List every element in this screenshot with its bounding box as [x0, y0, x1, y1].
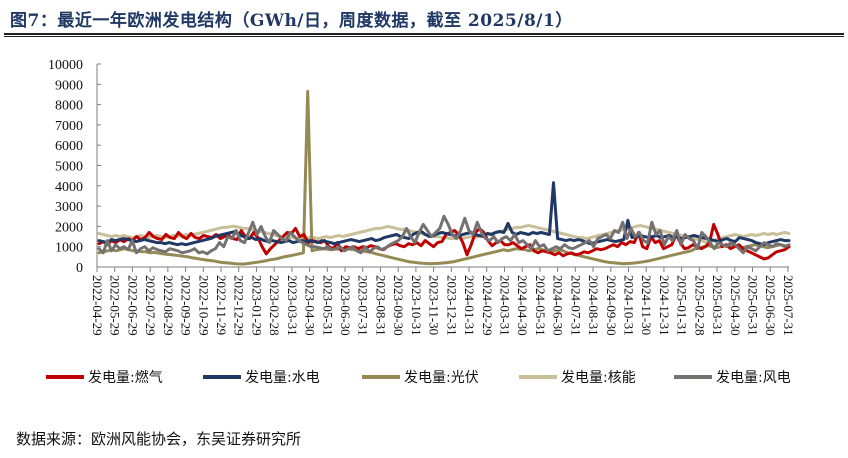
x-tick-label: 2024-02-29 — [480, 275, 495, 336]
y-tick-label: 8000 — [55, 99, 83, 114]
legend: 发电量:燃气 发电量:水电 发电量:光伏 发电量:核能 发电量:风电 — [0, 366, 848, 388]
legend-swatch-gas — [46, 375, 84, 379]
legend-label: 发电量:风电 — [716, 370, 791, 386]
title-divider-thin — [4, 36, 844, 37]
x-tick-label: 2024-09-30 — [604, 275, 619, 336]
x-tick-label: 2023-03-31 — [285, 275, 300, 336]
y-tick-label: 1000 — [55, 241, 83, 256]
legend-item-gas: 发电量:燃气 — [46, 366, 163, 388]
x-tick-label: 2023-01-29 — [249, 275, 264, 336]
legend-item-nuclear: 发电量:核能 — [519, 366, 636, 388]
legend-label: 发电量:水电 — [245, 370, 320, 386]
x-tick-label: 2022-07-29 — [143, 275, 158, 336]
x-tick-label: 2022-12-29 — [232, 275, 247, 336]
x-tick-label: 2025-04-30 — [728, 275, 743, 336]
legend-item-wind: 发电量:风电 — [674, 366, 791, 388]
x-tick-label: 2023-12-31 — [444, 275, 459, 336]
x-tick-label: 2025-06-30 — [763, 275, 778, 336]
x-tick-label: 2023-06-30 — [338, 275, 353, 336]
legend-item-hydro: 发电量:水电 — [203, 366, 320, 388]
x-tick-label: 2023-08-31 — [373, 275, 388, 336]
x-tick-label: 2022-05-29 — [108, 275, 123, 336]
series-lines — [97, 89, 791, 266]
x-tick-label: 2022-06-29 — [125, 275, 140, 336]
x-tick-label: 2024-01-31 — [462, 275, 477, 336]
x-tick-label: 2024-05-31 — [533, 275, 548, 336]
x-tick-label: 2022-10-29 — [196, 275, 211, 336]
y-tick-label: 9000 — [55, 78, 83, 93]
legend-swatch-wind — [674, 375, 712, 379]
x-tick-label: 2023-11-30 — [427, 275, 442, 335]
legend-swatch-nuclear — [519, 375, 557, 379]
x-tick-label: 2022-08-29 — [161, 275, 176, 336]
x-tick-label: 2025-01-31 — [675, 275, 690, 336]
x-tick-label: 2023-05-31 — [320, 275, 335, 336]
series-line — [97, 89, 791, 266]
line-chart: 0 1000 2000 3000 4000 5000 6000 7000 8000 9000 100… — [48, 58, 796, 336]
x-tick-label: 2022-04-29 — [90, 275, 105, 336]
x-tick-label: 2024-04-30 — [515, 275, 530, 336]
y-tick-label: 7000 — [55, 119, 83, 134]
x-tick-label: 2022-11-29 — [214, 275, 229, 335]
x-tick-label: 2023-10-31 — [409, 275, 424, 336]
legend-swatch-hydro — [203, 375, 241, 379]
chart-title: 图7：最近一年欧洲发电结构（GWh/日，周度数据，截至 2025/8/1） — [10, 11, 573, 31]
x-tick-label: 2024-11-30 — [639, 275, 654, 335]
y-tick-label: 4000 — [55, 180, 83, 195]
x-tick-label: 2025-02-28 — [692, 275, 707, 336]
legend-label: 发电量:光伏 — [404, 370, 479, 386]
legend-label: 发电量:核能 — [561, 370, 636, 386]
y-tick-label: 6000 — [55, 139, 83, 154]
legend-swatch-solar — [362, 375, 400, 379]
y-tick-label: 0 — [76, 261, 83, 276]
x-tick-label: 2025-07-31 — [781, 275, 796, 336]
x-tick-label: 2024-03-31 — [497, 275, 512, 336]
x-tick-label: 2023-02-28 — [267, 275, 282, 336]
y-tick-label: 2000 — [55, 220, 83, 235]
x-tick-label: 2025-03-31 — [710, 275, 725, 336]
legend-item-solar: 发电量:光伏 — [362, 366, 479, 388]
title-divider — [4, 33, 844, 35]
x-tick-label: 2024-12-31 — [657, 275, 672, 336]
series-line — [97, 214, 791, 256]
x-tick-label: 2022-09-29 — [179, 275, 194, 336]
x-tick-label: 2023-09-30 — [391, 275, 406, 336]
x-tick-label: 2024-06-30 — [551, 275, 566, 336]
legend-label: 发电量:燃气 — [88, 370, 163, 386]
y-tick-label: 3000 — [55, 200, 83, 215]
y-axis: 0 1000 2000 3000 4000 5000 6000 7000 8000 9000 100… — [48, 58, 101, 276]
source-note: 数据来源：欧洲风能协会，东吴证券研究所 — [16, 430, 302, 448]
y-tick-label: 10000 — [48, 58, 83, 73]
x-tick-label: 2025-05-31 — [746, 275, 761, 336]
y-tick-label: 5000 — [55, 160, 83, 175]
x-tick-label: 2023-07-31 — [356, 275, 371, 336]
x-tick-label: 2024-10-31 — [621, 275, 636, 336]
x-tick-label: 2023-04-30 — [303, 275, 318, 336]
x-tick-label: 2024-07-31 — [568, 275, 583, 336]
x-axis: 2022-04-29 2022-05-29 2022-06-29 2022-07-29… — [90, 266, 796, 336]
x-tick-label: 2024-08-31 — [586, 275, 601, 336]
